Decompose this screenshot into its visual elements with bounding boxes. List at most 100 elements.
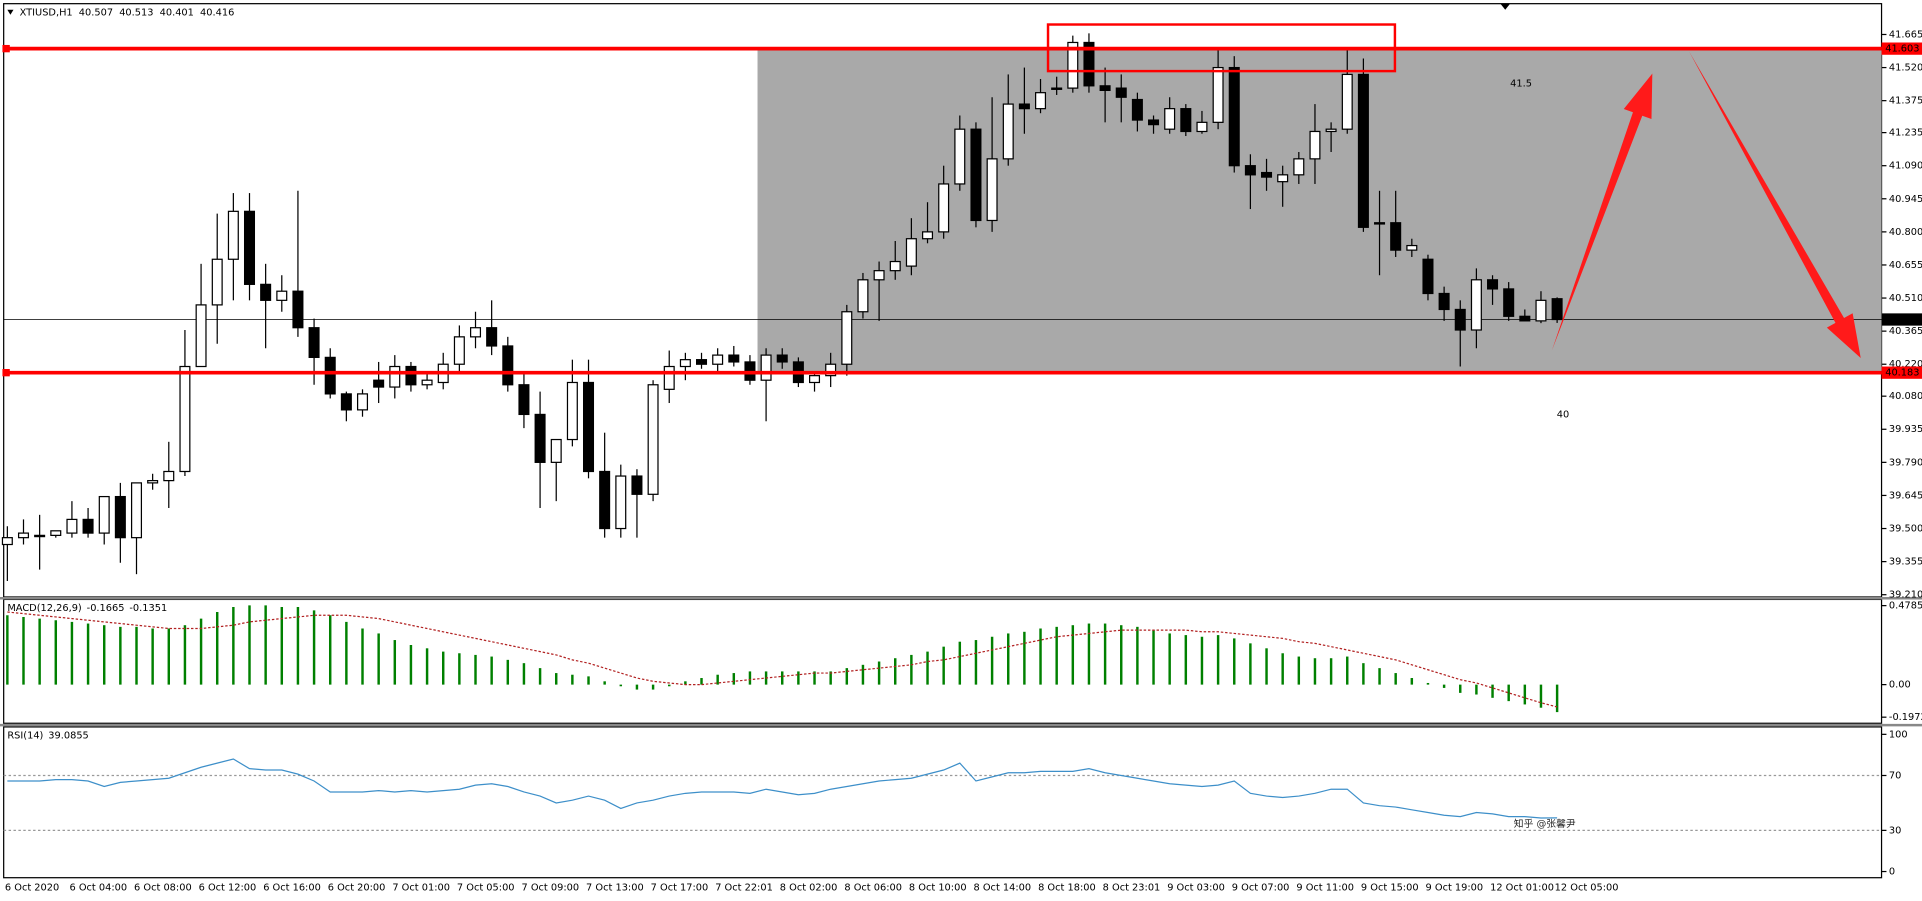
y-tick-label: 41.520 — [1889, 63, 1922, 74]
candle-body — [954, 128, 966, 185]
candle-body — [1487, 279, 1499, 290]
candle-body — [1277, 174, 1289, 183]
candle-body — [760, 354, 772, 381]
candle-body — [1212, 66, 1224, 123]
candle-body — [599, 470, 611, 530]
chart-layer: 41.665 41.520 41.375 41.235 41.090 40.945 40.8… — [0, 3, 1922, 894]
candle-body — [260, 283, 272, 301]
candle-body — [1309, 130, 1321, 160]
candle-body — [809, 375, 821, 384]
candle-body — [1390, 222, 1402, 251]
candle-body — [1, 537, 13, 546]
candle-body — [147, 479, 159, 484]
chart-header: XTIUSD,H1 40.507 40.513 40.401 40.416 — [20, 7, 235, 18]
arrow-down — [1689, 51, 1861, 358]
indicator-title: RSI(14) — [7, 731, 43, 742]
y-tick-label: 70 — [1889, 770, 1901, 781]
x-tick-label: 7 Oct 13:00 — [586, 883, 644, 894]
y-tick-label: 40.220 — [1889, 359, 1922, 370]
candle-body — [857, 279, 869, 313]
x-tick-label: 6 Oct 20:00 — [328, 883, 386, 894]
current-price-label: 40.416 — [1885, 315, 1919, 326]
candle-body — [518, 384, 530, 416]
arrow-up — [1551, 73, 1653, 351]
candle-body — [1051, 87, 1063, 90]
header-close: 40.416 — [200, 7, 234, 18]
candle-body — [889, 260, 901, 272]
candle-body — [1535, 299, 1547, 322]
x-tick-label: 7 Oct 05:00 — [457, 883, 515, 894]
candle-body — [841, 311, 853, 365]
candle-body — [356, 393, 369, 411]
y-tick-label: 40.945 — [1889, 194, 1922, 205]
candle-body — [1374, 222, 1386, 225]
candle-body — [1067, 41, 1079, 89]
y-tick-label: 39.645 — [1889, 490, 1922, 501]
candle-body — [453, 336, 465, 365]
x-tick-label: 6 Oct 16:00 — [263, 883, 321, 894]
y-tick-label: 40.510 — [1889, 293, 1922, 304]
annotation: 40 — [1557, 409, 1569, 420]
candle-body — [1470, 279, 1482, 331]
x-tick-label: 7 Oct 09:00 — [521, 883, 579, 894]
candle-body — [1131, 98, 1143, 121]
candle-body — [1002, 103, 1014, 160]
indicator-header: RSI(14) 39.0855 — [7, 731, 88, 742]
x-tick-label: 9 Oct 11:00 — [1296, 883, 1354, 894]
candle-body — [1454, 308, 1466, 331]
y-tick-label: 100 — [1889, 729, 1908, 740]
candle-body — [1293, 158, 1305, 176]
candle-body — [776, 354, 788, 363]
y-tick-label: 0 — [1889, 867, 1895, 878]
x-tick-label: 8 Oct 23:01 — [1103, 883, 1161, 894]
y-tick-label: 40.655 — [1889, 260, 1922, 271]
candle-body — [986, 158, 998, 222]
candle-body — [663, 365, 675, 390]
candle-body — [1341, 73, 1353, 130]
candle-body — [1148, 119, 1160, 126]
candle-body — [1422, 258, 1434, 295]
candle-body — [82, 518, 94, 534]
y-tick-label: 39.935 — [1889, 424, 1922, 435]
y-tick-label: 41.375 — [1889, 96, 1922, 107]
candle-body — [615, 475, 627, 530]
candle-body — [98, 495, 110, 534]
level-price-box — [1881, 366, 1922, 379]
current-price-box — [1881, 313, 1922, 326]
candle-body — [647, 384, 659, 495]
candle-body — [17, 532, 30, 539]
candle-body — [679, 359, 691, 368]
candle-body — [922, 231, 934, 240]
panel-frame — [3, 726, 1883, 879]
candle-body — [1551, 298, 1563, 321]
x-tick-label: 7 Oct 22:01 — [715, 883, 773, 894]
indicator-title: MACD(12,26,9) — [7, 603, 81, 614]
macd-last: -0.1665 — [87, 603, 125, 614]
candle-body — [114, 495, 126, 539]
candle-body — [243, 210, 256, 285]
candle-body — [1325, 128, 1337, 133]
header-open: 40.507 — [79, 7, 113, 18]
candle-body — [50, 530, 62, 536]
candle-body — [873, 270, 885, 281]
x-tick-label: 12 Oct 05:00 — [1555, 883, 1619, 894]
candle-body — [582, 381, 595, 473]
candle-body — [728, 354, 740, 363]
candle-body — [1099, 85, 1111, 92]
signal-line — [7, 611, 1558, 708]
watermark: 知乎 @张馨尹 — [1514, 817, 1576, 830]
candle-body — [1438, 292, 1450, 311]
candle-body — [292, 290, 304, 329]
x-tick-label: 6 Oct 12:00 — [199, 883, 257, 894]
candle-body — [1083, 41, 1095, 87]
candle-body — [1357, 73, 1369, 228]
x-tick-label: 9 Oct 19:00 — [1426, 883, 1484, 894]
x-tick-label: 8 Oct 02:00 — [780, 883, 838, 894]
candle-body — [938, 183, 950, 233]
candle-body — [195, 304, 207, 368]
level-price-box — [1881, 42, 1922, 55]
candle-body — [179, 365, 191, 473]
y-tick-label: 39.790 — [1889, 457, 1922, 468]
x-tick-label: 7 Oct 01:00 — [392, 883, 450, 894]
